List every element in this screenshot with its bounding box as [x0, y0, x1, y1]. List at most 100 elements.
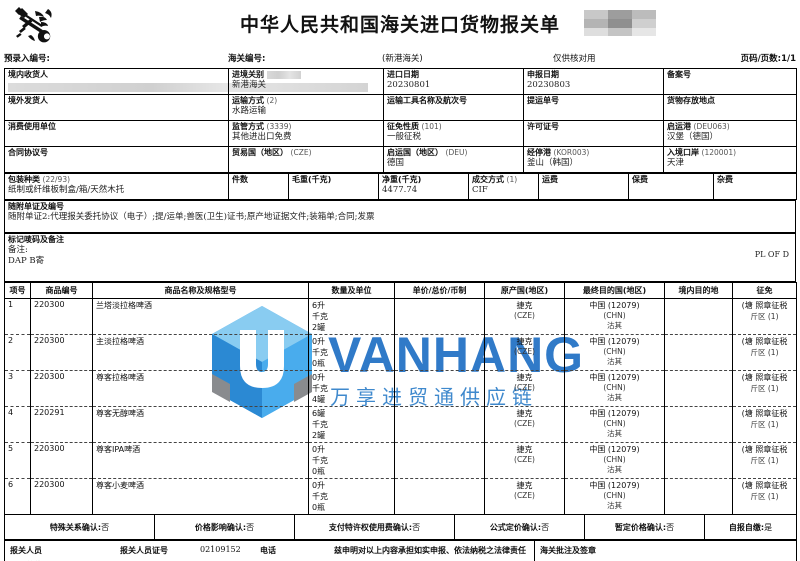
origin-name: 捷克 — [516, 337, 533, 346]
package-type-label: 包装种类 — [8, 175, 40, 184]
transport-mode-value: 水路运输 — [232, 106, 267, 116]
cell-quantity: 0升 千克 0瓶 — [308, 334, 395, 371]
field-record-no: 备案号 — [663, 68, 797, 95]
confirm-royalty-payment: 支付特许权使用费确认:否 — [294, 514, 455, 540]
trade-terms-label: 成交方式 — [472, 175, 504, 184]
transport-mode-code: (2) — [266, 96, 278, 105]
cell-item-no: 6 — [4, 478, 31, 514]
remark-value: DAP B寄 — [8, 255, 45, 266]
origin-code: (CZE) — [514, 347, 535, 356]
transit-port-code: (KOR003) — [553, 148, 590, 157]
column-levy-exemption: 征免 — [732, 282, 797, 299]
header-fields-table: 境内收货人 进境关别 新港海关 进口日期 20230801 申报日期 20230… — [4, 68, 797, 173]
footer-row: 报关人员 报关人员证号 02109152 电话 申报单位 兹申明对以上内容承担如… — [4, 540, 797, 561]
qty-tertiary: 2罐 — [312, 323, 326, 332]
marks-remarks-label: 标记唛码及备注 — [8, 235, 64, 244]
field-pieces: 件数 — [228, 173, 289, 200]
levy-line-2: 斤区 (1) — [750, 348, 779, 357]
table-row: 3 220300 尊客拉格啤酒 0升 千克 4罐 捷克 (CZE) 中国 (12… — [4, 370, 797, 407]
vessel-label: 运输工具名称及航次号 — [387, 96, 467, 105]
table-row: 5 220300 尊客IPA啤酒 0升 千克 0瓶 捷克 (CZE) 中国 (1… — [4, 442, 797, 479]
cell-destination: 中国 (12079) (CHN) 沽其 — [564, 334, 665, 371]
cell-domestic-destination — [664, 406, 733, 443]
destination-sub: 沽其 — [607, 321, 622, 330]
entry-customs-redacted-code — [267, 70, 301, 79]
origin-country-value: 德国 — [387, 158, 405, 168]
pre-entry-number-label: 预录入编号: — [4, 54, 50, 64]
destination-sub: 沽其 — [607, 357, 622, 366]
confirm-price-influence: 价格影响确认:否 — [154, 514, 295, 540]
table-row: 4 220291 尊客无醇啤酒 6罐 千克 2罐 捷克 (CZE) 中国 (12… — [4, 406, 797, 443]
field-contract: 合同协议号 — [4, 146, 229, 173]
origin-name: 捷克 — [516, 301, 533, 310]
import-date-value: 20230801 — [387, 80, 431, 90]
cell-hs-code: 220300 — [30, 478, 93, 514]
freight-label: 运费 — [542, 175, 558, 184]
license-label: 许可证号 — [527, 122, 559, 131]
cell-domestic-destination — [664, 442, 733, 479]
levy-line-2: 斤区 (1) — [750, 420, 779, 429]
qty-primary: 0升 — [312, 373, 326, 382]
cell-quantity: 0升 千克 4罐 — [308, 370, 395, 407]
cell-hs-code: 220300 — [30, 370, 93, 407]
agent-label: 报关人员 — [10, 546, 42, 555]
field-misc-fee: 杂费 — [713, 173, 797, 200]
cell-price — [394, 334, 485, 371]
trade-country-code: (CZE) — [290, 148, 312, 157]
field-entry-customs: 进境关别 新港海关 — [228, 68, 384, 95]
transport-mode-label: 运输方式 — [232, 96, 264, 105]
column-origin-country: 原产国(地区) — [484, 282, 565, 299]
bill-no-label: 提运单号 — [527, 96, 559, 105]
cell-origin: 捷克 (CZE) — [484, 298, 565, 335]
verify-only-label: 仅供核对用 — [553, 54, 596, 64]
cell-goods-name: 尊客IPA啤酒 — [92, 442, 309, 479]
cell-destination: 中国 (12079) (CHN) 沽其 — [564, 442, 665, 479]
packing-row: 包装种类 (22/93) 纸制或纤维板制盒/箱/天然木托 件数 毛重(千克) 净… — [4, 173, 797, 200]
cell-quantity: 0升 千克 0瓶 — [308, 478, 395, 514]
confirm-self-declaration: 自报自缴:是 — [704, 514, 797, 540]
destination-name: 中国 (12079) — [589, 481, 640, 490]
field-vessel: 运输工具名称及航次号 — [383, 94, 524, 121]
cell-goods-name: 尊客无醇啤酒 — [92, 406, 309, 443]
documents-row: 随附单证及编号 随附单证2:代理报关委托协议（电子）;提/运单;兽医(卫生)证书… — [4, 200, 796, 233]
confirmations-row: 特殊关系确认:否 价格影响确认:否 支付特许权使用费确认:否 公式定价确认:否 … — [4, 514, 797, 540]
cell-origin: 捷克 (CZE) — [484, 406, 565, 443]
destination-name: 中国 (12079) — [589, 409, 640, 418]
cell-levy: (塘 照章征税 斤区 (1) — [732, 406, 797, 443]
field-origin-country: 启运国（地区） (DEU) 德国 — [383, 146, 524, 173]
cell-goods-name: 主淡拉格啤酒 — [92, 334, 309, 371]
cell-domestic-destination — [664, 478, 733, 514]
insurance-label: 保费 — [632, 175, 648, 184]
storage-label: 货物存放地点 — [667, 96, 715, 105]
cell-origin: 捷克 (CZE) — [484, 478, 565, 514]
cell-origin: 捷克 (CZE) — [484, 442, 565, 479]
confirm-provisional-price-label: 暂定价格确认: — [614, 522, 667, 532]
confirm-royalty-payment-label: 支付特许权使用费确认: — [328, 522, 413, 532]
field-transit-port: 经停港 (KOR003) 釜山（韩国） — [523, 146, 664, 173]
marks-row: 标记唛码及备注 备注: DAP B寄 PL OF D — [4, 233, 796, 282]
entry-port-label: 入境口岸 — [667, 148, 699, 157]
cell-goods-name: 尊客拉格啤酒 — [92, 370, 309, 407]
departure-port-value: 汉堡（德国） — [667, 132, 719, 142]
cell-price — [394, 442, 485, 479]
origin-code: (CZE) — [514, 491, 535, 500]
destination-name: 中国 (12079) — [589, 373, 640, 382]
qty-secondary: 千克 — [312, 348, 328, 357]
agent-cert-value: 02109152 — [200, 545, 241, 554]
levy-line-2: 斤区 (1) — [750, 492, 779, 501]
attached-documents-table: 随附单证及编号 随附单证2:代理报关委托协议（电子）;提/运单;兽医(卫生)证书… — [4, 200, 796, 233]
confirm-price-influence-label: 价格影响确认: — [194, 522, 247, 532]
cell-goods-name: 尊客小麦啤酒 — [92, 478, 309, 514]
consumer-unit-label: 消费使用单位 — [8, 122, 56, 131]
cell-price — [394, 478, 485, 514]
confirm-price-influence-value: 否 — [246, 522, 255, 532]
cell-levy: (塘 照章征税 斤区 (1) — [732, 478, 797, 514]
header-row-3: 消费使用单位 监管方式 (3339) 其他进出口免费 征免性质 (101) 一般… — [4, 120, 797, 147]
cell-destination: 中国 (12079) (CHN) 沽其 — [564, 478, 665, 514]
record-no-label: 备案号 — [667, 70, 691, 79]
confirm-formula-pricing-label: 公式定价确认: — [489, 522, 542, 532]
packing-weight-table: 包装种类 (22/93) 纸制或纤维板制盒/箱/天然木托 件数 毛重(千克) 净… — [4, 173, 797, 200]
cell-destination: 中国 (12079) (CHN) 沽其 — [564, 406, 665, 443]
field-consumer-unit: 消费使用单位 — [4, 120, 229, 147]
